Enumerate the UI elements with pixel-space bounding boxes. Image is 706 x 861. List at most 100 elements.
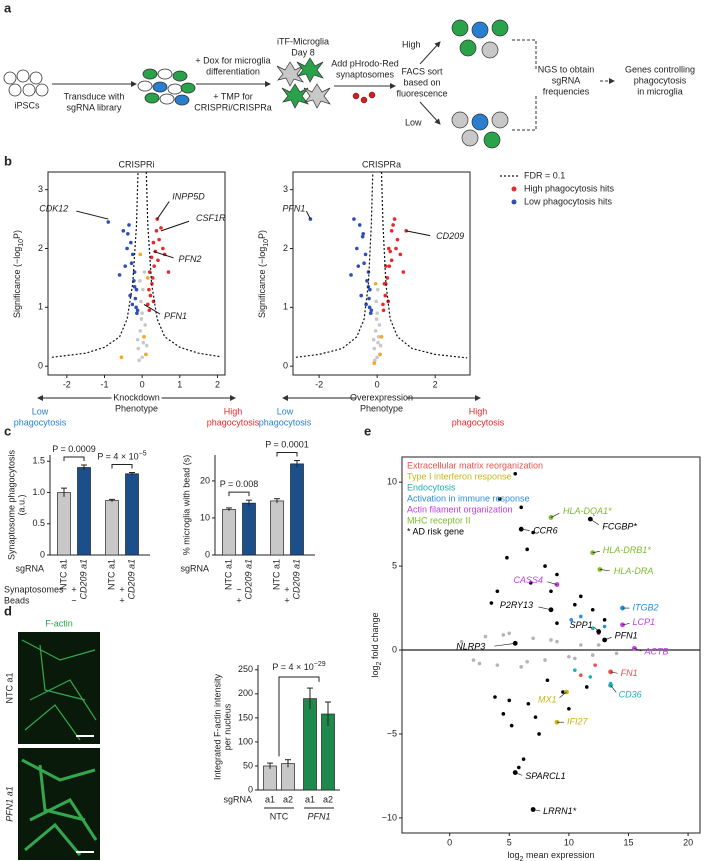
y-axis-label-part: fold change	[370, 613, 380, 662]
x-tick-label: 15	[623, 837, 633, 847]
point	[369, 308, 374, 313]
point	[526, 701, 531, 706]
step-label: Add pHrodo-Red	[331, 58, 399, 68]
step-label: based on	[403, 77, 440, 87]
point	[384, 281, 388, 286]
point	[355, 246, 359, 251]
x-axis-label: Overexpression	[350, 392, 413, 402]
point	[349, 273, 353, 277]
point	[386, 246, 391, 251]
point	[367, 296, 371, 301]
point	[117, 273, 122, 277]
point	[375, 311, 379, 316]
point	[126, 231, 130, 236]
step-label: Day 8	[291, 47, 315, 57]
gene-leader	[559, 691, 567, 698]
gene-label: ACTB	[643, 647, 668, 657]
gene-leader	[515, 772, 523, 776]
legend-label: High phagocytosis hits	[524, 183, 615, 193]
x-tick-label: a1	[305, 794, 315, 804]
y-tick-label: −10	[382, 812, 397, 822]
point	[379, 334, 384, 339]
p-value: P = 4 × 10−5	[97, 451, 146, 462]
point	[149, 255, 154, 260]
point	[459, 639, 464, 644]
p-value: P = 0.008	[220, 480, 259, 490]
point	[365, 279, 369, 283]
point	[513, 471, 518, 476]
y-tick-label: −5	[387, 728, 397, 738]
gene-label: CD36	[619, 690, 642, 700]
point	[127, 223, 131, 227]
point	[140, 355, 144, 360]
legend-label: FDR = 0.1	[524, 170, 565, 180]
gene-leader	[494, 643, 516, 647]
x-tick-label: 0	[375, 379, 380, 389]
step-label: phagocytosis	[634, 75, 687, 85]
point	[139, 299, 143, 304]
y-axis-label: per nucleus	[222, 703, 232, 750]
step-label: in microglia	[637, 86, 683, 96]
gene-point	[587, 516, 593, 522]
point	[138, 279, 142, 283]
x-tick-label: a2	[283, 794, 293, 804]
point	[136, 346, 141, 351]
point	[392, 217, 397, 221]
synaptosomes	[352, 91, 376, 104]
gene-leader	[76, 210, 109, 220]
point	[374, 317, 379, 321]
y-axis-label-part: 10	[18, 239, 25, 247]
point	[531, 636, 535, 641]
point	[398, 252, 403, 257]
p-value-part: −29	[314, 661, 326, 668]
point	[123, 264, 128, 268]
point	[588, 675, 593, 679]
point	[368, 287, 372, 292]
point	[141, 287, 145, 292]
gene-label: PFN1	[615, 630, 638, 640]
bar	[290, 463, 304, 556]
point	[477, 661, 482, 666]
y-tick-label: 3	[38, 184, 43, 194]
y-tick-label: 0	[38, 361, 43, 371]
point	[154, 229, 159, 233]
point	[376, 334, 381, 339]
point	[593, 663, 597, 667]
gene-label: FCGBP*	[602, 521, 637, 531]
condition: +	[119, 595, 124, 605]
gene-leader	[550, 512, 560, 518]
point	[352, 217, 356, 221]
point	[567, 654, 571, 659]
step-label: frequencies	[543, 86, 590, 96]
gene-leader	[406, 230, 431, 237]
p-value: P = 4 × 10−29	[272, 661, 325, 672]
gene-leader	[610, 671, 618, 674]
y-tick-label: 250	[238, 664, 253, 674]
image-label: PFN1 a1	[4, 786, 14, 822]
point	[389, 258, 394, 263]
bar	[77, 467, 91, 556]
step-label: + TMP for	[213, 91, 252, 101]
gene-label: PFN1	[282, 203, 305, 213]
x-axis-label-part: log	[508, 850, 520, 860]
point	[590, 653, 595, 657]
point	[373, 358, 377, 363]
point	[495, 589, 500, 594]
arrow-label: High	[224, 406, 243, 416]
point	[135, 308, 140, 313]
step-label: synaptosomes	[336, 69, 395, 79]
gene-leader	[594, 627, 599, 632]
point	[489, 601, 494, 605]
sgrna-label: sgRNA	[180, 563, 209, 573]
point	[129, 240, 133, 245]
point	[359, 293, 363, 298]
fdr-curve	[295, 171, 468, 359]
y-tick-label: 10	[200, 512, 210, 522]
point	[394, 246, 398, 251]
point	[537, 732, 541, 736]
gene-point	[632, 645, 637, 651]
ipsc-cells	[3, 69, 49, 97]
gene-leader	[305, 210, 311, 220]
point	[363, 252, 368, 257]
